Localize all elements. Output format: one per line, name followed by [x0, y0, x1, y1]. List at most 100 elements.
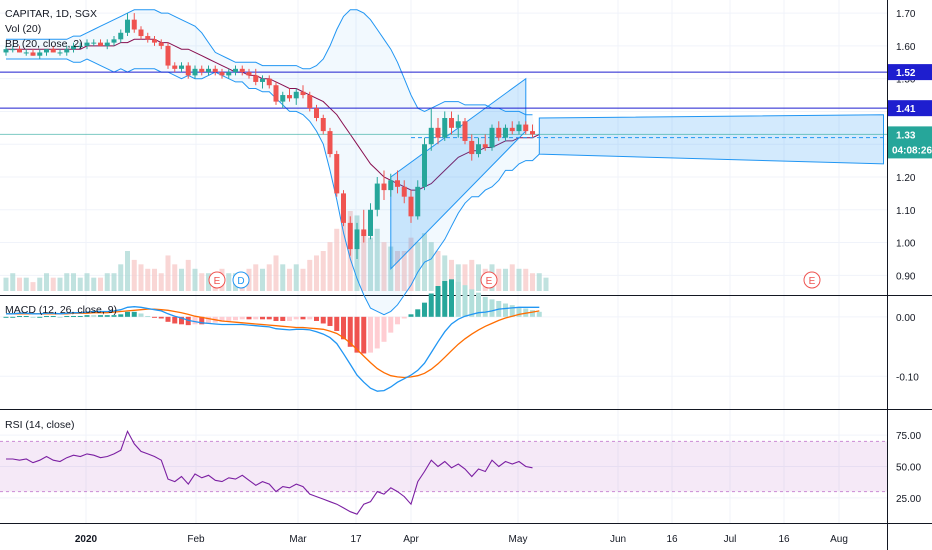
candle-body[interactable] — [300, 91, 306, 96]
rsi-indicator-label[interactable]: RSI (14, close) — [5, 419, 75, 431]
macd-indicator-label[interactable]: MACD (12, 26, close, 9) — [5, 304, 118, 316]
candle-body[interactable] — [516, 124, 522, 132]
candle-body[interactable] — [165, 45, 171, 66]
candle-body[interactable] — [98, 42, 103, 46]
candle-body[interactable] — [509, 127, 515, 132]
candle-body[interactable] — [462, 121, 468, 141]
candle-body[interactable] — [84, 42, 90, 46]
event-marker-e[interactable] — [480, 271, 498, 289]
candle-body[interactable] — [327, 131, 333, 155]
candle-body[interactable] — [145, 36, 151, 40]
candle-body[interactable] — [125, 19, 130, 33]
candle-body[interactable] — [233, 68, 238, 73]
candle-body[interactable] — [435, 127, 441, 138]
candle-body[interactable] — [347, 222, 353, 250]
candle-body[interactable] — [374, 183, 380, 210]
candle-body[interactable] — [131, 19, 137, 30]
candle-body[interactable] — [77, 45, 83, 47]
rsi-line[interactable] — [6, 429, 533, 515]
candle-body[interactable] — [266, 78, 272, 86]
event-marker-d[interactable] — [232, 271, 250, 289]
event-marker-e[interactable] — [208, 271, 226, 289]
candle-body[interactable] — [152, 39, 157, 43]
volume-indicator-label[interactable]: Vol (20) — [5, 23, 42, 35]
bollinger-lower-line[interactable] — [6, 58, 540, 316]
macd-line[interactable] — [6, 306, 540, 392]
candle-body[interactable] — [354, 229, 360, 250]
candle-body[interactable] — [334, 154, 340, 194]
candle-body[interactable] — [3, 49, 9, 53]
candle-body[interactable] — [341, 193, 346, 223]
candle-body[interactable] — [482, 144, 488, 148]
candle-body[interactable] — [212, 68, 218, 73]
candle-body[interactable] — [273, 85, 279, 102]
candle-body[interactable] — [395, 180, 400, 187]
candle-body[interactable] — [138, 29, 144, 37]
candle-body[interactable] — [179, 65, 184, 69]
candle-body[interactable] — [307, 95, 313, 109]
price-tag-lower-background[interactable] — [888, 100, 932, 117]
candle-body[interactable] — [523, 124, 529, 132]
candle-body[interactable] — [64, 49, 70, 53]
candle-body[interactable] — [50, 49, 56, 53]
candle-body[interactable] — [71, 45, 76, 50]
price-tag-upper-background[interactable] — [888, 64, 932, 81]
candle-body[interactable] — [57, 52, 63, 54]
candle-body[interactable] — [172, 65, 178, 69]
candle-body[interactable] — [158, 42, 164, 46]
candle-body[interactable] — [192, 68, 198, 76]
candle-body[interactable] — [320, 118, 326, 132]
candle-body[interactable] — [368, 209, 373, 236]
candle-body[interactable] — [408, 196, 414, 217]
candle-body[interactable] — [10, 49, 16, 51]
candle-body[interactable] — [388, 180, 394, 191]
candle-body[interactable] — [361, 229, 367, 236]
candle-body[interactable] — [293, 91, 299, 99]
candle-body[interactable] — [44, 49, 49, 53]
candle-body[interactable] — [104, 42, 110, 46]
candle-body[interactable] — [415, 186, 421, 217]
macd-histogram-bar — [118, 314, 124, 317]
candle-body[interactable] — [422, 144, 427, 187]
candle-body[interactable] — [469, 140, 475, 155]
parallel-channel-drawing[interactable] — [538, 114, 884, 165]
candle-body[interactable] — [287, 95, 292, 99]
candle-body[interactable] — [449, 118, 454, 128]
candle-body[interactable] — [118, 32, 124, 40]
candle-body[interactable] — [23, 52, 29, 54]
candle-body[interactable] — [530, 131, 535, 135]
candle-body[interactable] — [91, 42, 97, 44]
candle-body[interactable] — [199, 68, 205, 73]
candle-body[interactable] — [476, 144, 481, 155]
candle-body[interactable] — [111, 39, 117, 43]
candle-body[interactable] — [455, 121, 461, 128]
candle-body[interactable] — [280, 95, 286, 102]
bollinger-indicator-label[interactable]: BB (20, close, 2) — [5, 38, 83, 50]
macd-signal-line[interactable] — [6, 308, 540, 379]
volume-bar — [185, 259, 191, 291]
candle-body[interactable] — [496, 127, 502, 138]
bollinger-basis-line[interactable] — [6, 38, 540, 191]
candle-body[interactable] — [314, 108, 319, 118]
candle-body[interactable] — [219, 72, 225, 76]
candle-body[interactable] — [260, 78, 265, 82]
candle-body[interactable] — [206, 68, 211, 73]
candle-body[interactable] — [401, 186, 407, 197]
candle-body[interactable] — [428, 127, 434, 145]
candle-body[interactable] — [489, 127, 495, 148]
candle-body[interactable] — [37, 52, 43, 56]
candle-body[interactable] — [246, 72, 252, 76]
last-price-tag-background[interactable] — [888, 126, 932, 159]
candle-body[interactable] — [30, 52, 36, 56]
candle-body[interactable] — [253, 75, 259, 82]
candle-body[interactable] — [442, 118, 448, 138]
candle-body[interactable] — [381, 183, 387, 191]
event-marker-e[interactable] — [803, 271, 821, 289]
candle-body[interactable] — [17, 49, 22, 53]
bollinger-upper-line[interactable] — [6, 9, 533, 116]
candle-body[interactable] — [226, 72, 232, 76]
candle-body[interactable] — [503, 127, 508, 138]
candle-body[interactable] — [185, 65, 191, 76]
candle-body[interactable] — [239, 68, 245, 73]
